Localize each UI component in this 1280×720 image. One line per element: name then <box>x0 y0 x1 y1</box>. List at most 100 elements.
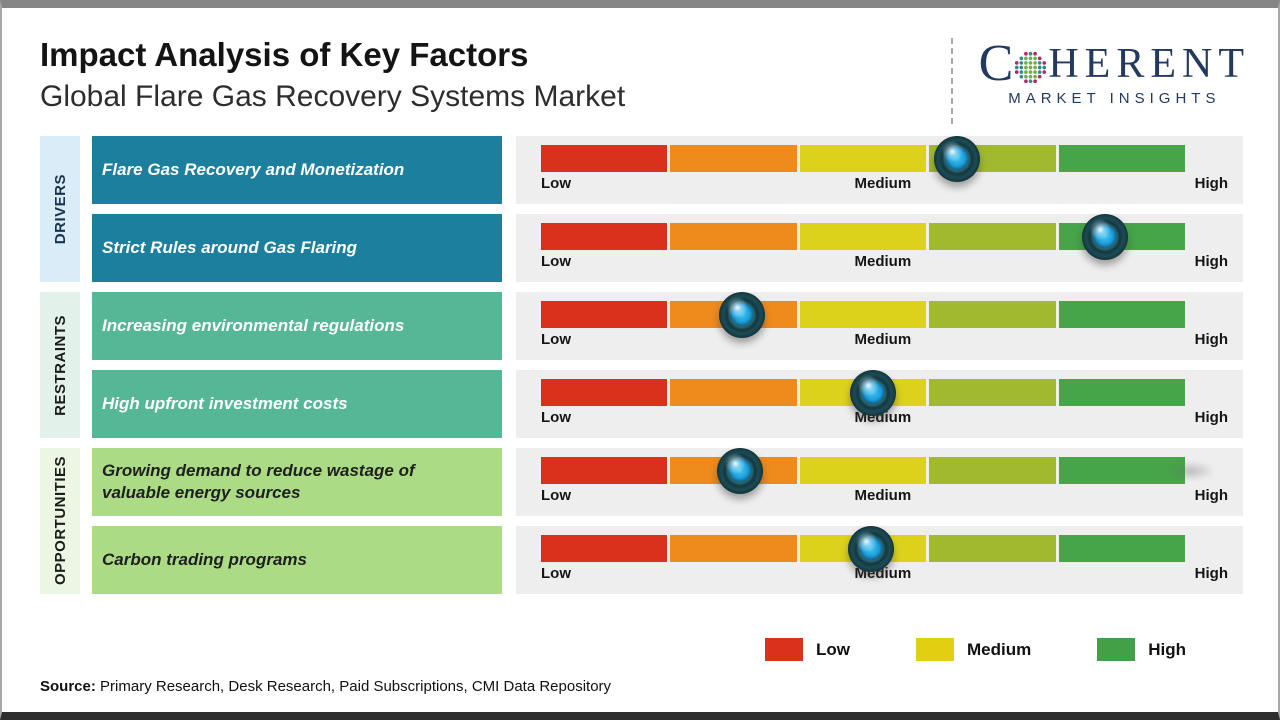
header: Impact Analysis of Key Factors Global Fl… <box>2 8 1278 130</box>
scale-labels: Low Medium High <box>541 565 1228 582</box>
group-label-text: DRIVERS <box>51 173 69 245</box>
group-drivers: DRIVERS Flare Gas Recovery and Monetizat… <box>40 136 1243 282</box>
group-restraints: RESTRAINTS Increasing environmental regu… <box>40 292 1243 438</box>
factor-row: Strict Rules around Gas Flaring <box>92 214 1243 282</box>
segment-low <box>541 535 668 562</box>
factor-row: Carbon trading programs <box>92 526 1243 594</box>
scale-label-low: Low <box>541 253 571 270</box>
scale-label-low: Low <box>541 487 571 504</box>
logo-letter-c: C <box>978 35 1014 92</box>
factor-row: High upfront investment costs <box>92 370 1243 438</box>
page-title: Impact Analysis of Key Factors <box>40 36 529 73</box>
segment-high <box>1058 457 1186 484</box>
group-label-drivers: DRIVERS <box>40 136 80 282</box>
impact-marker <box>848 526 895 572</box>
segment-medium <box>799 301 927 328</box>
scale-label-low: Low <box>541 175 571 192</box>
scale-labels: Low Medium High <box>541 253 1228 270</box>
factor-label: Increasing environmental regulations <box>102 316 405 335</box>
source-label: Source: <box>40 678 96 695</box>
impact-scale-bar <box>541 535 1186 562</box>
factor-row: Growing demand to reduce wastage of valu… <box>92 448 1243 516</box>
scale-labels: Low Medium High <box>541 331 1228 348</box>
impact-marker <box>934 136 981 182</box>
group-label-restraints: RESTRAINTS <box>40 292 80 438</box>
segment-medium-high <box>929 379 1056 406</box>
factor-box: Strict Rules around Gas Flaring <box>92 214 502 282</box>
logo-divider <box>950 38 953 124</box>
legend-label-low: Low <box>815 639 850 659</box>
segment-low-medium <box>670 223 797 250</box>
scale-labels: Low Medium High <box>541 175 1228 192</box>
segment-medium-high <box>929 223 1056 250</box>
impact-scale-bar <box>541 457 1186 484</box>
impact-marker <box>718 292 765 338</box>
segment-low-medium <box>670 379 797 406</box>
legend-label-medium: Medium <box>966 639 1032 659</box>
globe-icon <box>1015 51 1047 83</box>
impact-scale-panel: Low Medium High <box>516 214 1243 282</box>
scale-label-medium: Medium <box>854 253 912 270</box>
legend-item-low: Low <box>764 638 850 661</box>
source-note: Source: Primary Research, Desk Research,… <box>2 678 1278 695</box>
factor-label: Carbon trading programs <box>102 550 307 569</box>
segment-medium-high <box>929 301 1056 328</box>
scale-label-high: High <box>1194 331 1228 348</box>
impact-scale-panel: Low Medium High <box>516 448 1243 516</box>
legend-label-high: High <box>1148 639 1186 659</box>
factor-box: High upfront investment costs <box>92 370 502 438</box>
impact-scale-bar <box>541 301 1186 328</box>
segment-low <box>541 301 668 328</box>
factor-label: Growing demand to reduce wastage of valu… <box>102 461 415 502</box>
impact-marker <box>716 448 763 494</box>
scale-label-medium: Medium <box>854 487 912 504</box>
segment-low <box>541 457 668 484</box>
legend-swatch-high <box>1097 638 1136 661</box>
logo-tagline: MARKET INSIGHTS <box>1008 90 1221 107</box>
segment-medium-high <box>929 457 1056 484</box>
impact-marker <box>849 370 896 416</box>
factor-row: Flare Gas Recovery and Monetization <box>92 136 1243 204</box>
factor-row: Increasing environmental regulations <box>92 292 1243 360</box>
factor-box: Growing demand to reduce wastage of valu… <box>92 448 502 516</box>
segment-high <box>1058 145 1186 172</box>
brand-logo: C HERENT MARKET INSI <box>950 38 1250 124</box>
segment-medium <box>799 457 927 484</box>
factor-label: High upfront investment costs <box>102 394 348 413</box>
segment-medium-high <box>929 535 1056 562</box>
impact-matrix: DRIVERS Flare Gas Recovery and Monetizat… <box>2 136 1278 594</box>
title-block: Impact Analysis of Key Factors Global Fl… <box>40 34 625 118</box>
logo-wordmark: C HERENT <box>979 38 1250 90</box>
legend-item-high: High <box>1097 638 1186 661</box>
scale-label-high: High <box>1194 253 1228 270</box>
impact-scale-panel: Low Medium High <box>516 292 1243 360</box>
scale-label-low: Low <box>541 565 571 582</box>
factor-box: Increasing environmental regulations <box>92 292 502 360</box>
impact-scale-panel: Low Medium High <box>516 526 1243 594</box>
segment-medium <box>799 145 927 172</box>
segment-low <box>541 145 668 172</box>
group-label-text: RESTRAINTS <box>51 314 69 416</box>
legend-item-medium: Medium <box>915 638 1032 661</box>
impact-scale-panel: Low Medium High <box>516 370 1243 438</box>
scale-label-low: Low <box>541 409 571 426</box>
impact-scale-panel: Low Medium High <box>516 136 1243 204</box>
group-label-opportunities: OPPORTUNITIES <box>40 448 80 594</box>
shadow-artifact <box>1167 461 1215 481</box>
segment-low-medium <box>670 535 797 562</box>
factor-label: Flare Gas Recovery and Monetization <box>102 160 405 179</box>
scale-label-high: High <box>1194 487 1228 504</box>
page-subtitle: Global Flare Gas Recovery Systems Market <box>40 80 626 113</box>
segment-high <box>1058 379 1186 406</box>
scale-label-high: High <box>1194 175 1228 192</box>
source-text: Primary Research, Desk Research, Paid Su… <box>95 678 612 695</box>
segment-medium <box>799 223 927 250</box>
legend-swatch-medium <box>915 638 954 661</box>
legend: Low Medium High <box>2 638 1278 661</box>
scale-labels: Low Medium High <box>541 487 1228 504</box>
factor-box: Flare Gas Recovery and Monetization <box>92 136 502 204</box>
logo-block: C HERENT MARKET INSI <box>979 38 1250 124</box>
legend-swatch-low <box>764 638 803 661</box>
segment-low <box>541 379 668 406</box>
logo-letters-herent: HERENT <box>1048 41 1250 87</box>
